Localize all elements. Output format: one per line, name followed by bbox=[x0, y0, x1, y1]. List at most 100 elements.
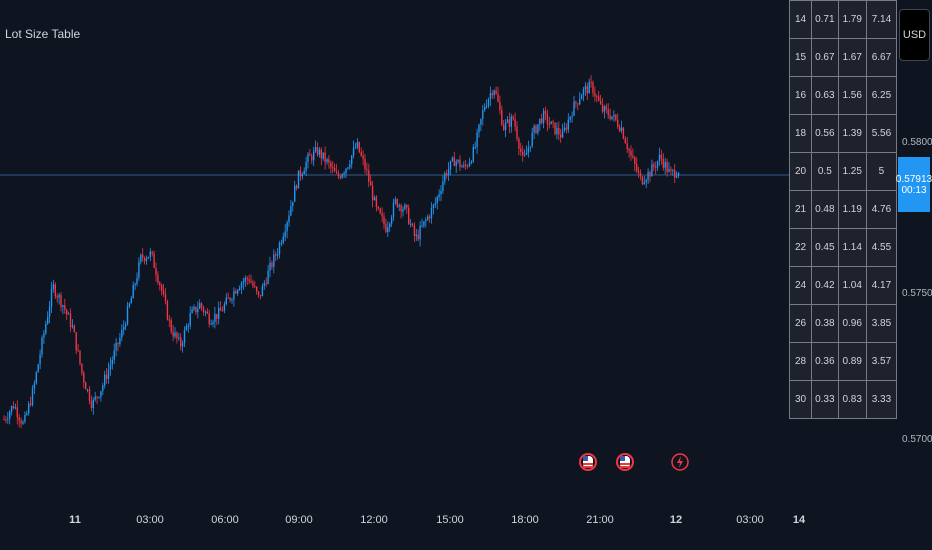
candle-body bbox=[168, 319, 170, 321]
candle-body bbox=[240, 283, 243, 288]
last-price-value: 0.57913 bbox=[895, 173, 932, 185]
candle-body bbox=[630, 150, 632, 156]
candle-body bbox=[655, 166, 657, 168]
candle-body bbox=[373, 197, 376, 201]
candle-body bbox=[155, 267, 157, 276]
candle-body bbox=[636, 164, 638, 171]
time-label: 11 bbox=[69, 514, 81, 526]
candle-body bbox=[375, 197, 378, 207]
candle-body bbox=[273, 254, 275, 267]
lot-table-cell: 0.96 bbox=[837, 304, 867, 343]
candle-body bbox=[544, 110, 547, 114]
lot-table-row: 22 0.45 1.14 4.55 bbox=[788, 228, 898, 267]
candle-body bbox=[617, 119, 619, 127]
candle-body bbox=[37, 364, 39, 373]
candle-body bbox=[83, 372, 85, 383]
candle-body bbox=[275, 254, 277, 256]
candle-body bbox=[297, 170, 300, 189]
candle-body bbox=[554, 122, 556, 135]
candle-body bbox=[491, 93, 493, 96]
candle-body bbox=[143, 257, 146, 261]
candle-body bbox=[541, 118, 543, 123]
lot-table-cell: 1.14 bbox=[837, 228, 867, 267]
event-marker-3[interactable] bbox=[671, 453, 689, 471]
candle-body bbox=[284, 231, 286, 237]
candle-body bbox=[254, 286, 256, 288]
candle-body bbox=[377, 206, 379, 209]
candle-body bbox=[677, 172, 680, 177]
candle-body bbox=[430, 207, 433, 219]
candle-body bbox=[370, 181, 372, 186]
candle-body bbox=[102, 385, 104, 392]
candle-body bbox=[434, 203, 436, 205]
candle-body bbox=[594, 93, 596, 97]
candle-body bbox=[533, 125, 535, 133]
us-flag-icon bbox=[583, 456, 593, 468]
candle-body bbox=[446, 173, 448, 176]
lot-table-cell: 1.19 bbox=[837, 190, 867, 229]
candle-body bbox=[151, 251, 153, 254]
candle-body bbox=[411, 223, 414, 226]
candle-body bbox=[453, 157, 455, 167]
candle-body bbox=[314, 147, 317, 152]
currency-button[interactable]: USD bbox=[899, 9, 930, 61]
candle-body bbox=[417, 234, 419, 240]
candle-body bbox=[313, 151, 315, 161]
candle-body bbox=[90, 401, 93, 409]
lot-table-cell: 0.71 bbox=[811, 0, 839, 39]
lot-table-cell: 14 bbox=[788, 0, 813, 39]
lot-table-row: 15 0.67 1.67 6.67 bbox=[788, 38, 898, 77]
lot-table-cell: 15 bbox=[788, 38, 813, 77]
lot-size-table: 14 0.71 1.79 7.14 15 0.67 1.67 6.67 16 0.63 1.56 6.… bbox=[788, 0, 898, 419]
candle-body bbox=[542, 110, 545, 123]
candle-body bbox=[366, 169, 368, 171]
candle-body bbox=[174, 332, 176, 337]
candle-body bbox=[52, 284, 55, 289]
candle-body bbox=[349, 164, 351, 168]
candle-body bbox=[324, 152, 326, 163]
event-marker-1[interactable] bbox=[579, 453, 597, 471]
candle-body bbox=[358, 142, 360, 153]
candle-body bbox=[626, 143, 628, 150]
candle-body bbox=[588, 81, 590, 94]
candle-body bbox=[347, 167, 349, 169]
candle-body bbox=[596, 96, 598, 98]
candle-body bbox=[658, 154, 661, 162]
candle-body bbox=[575, 101, 577, 104]
candle-body bbox=[214, 313, 216, 322]
candle-body bbox=[75, 332, 77, 351]
candle-body bbox=[603, 106, 606, 112]
candle-body bbox=[320, 149, 322, 159]
candle-body bbox=[516, 126, 518, 139]
event-marker-2[interactable] bbox=[616, 453, 634, 471]
candle-body bbox=[546, 113, 549, 124]
candle-body bbox=[309, 154, 311, 156]
candle-body bbox=[337, 173, 340, 177]
lot-table-cell: 0.5 bbox=[811, 152, 839, 191]
candle-body bbox=[406, 204, 408, 208]
candle-body bbox=[301, 174, 303, 177]
time-label: 09:00 bbox=[285, 514, 313, 526]
candle-body bbox=[580, 95, 583, 100]
lot-table-cell: 3.33 bbox=[865, 380, 898, 419]
candle-body bbox=[474, 146, 476, 148]
candle-body bbox=[66, 309, 68, 315]
lot-table-cell: 26 bbox=[788, 304, 813, 343]
time-label: 03:00 bbox=[736, 514, 764, 526]
candle-body bbox=[653, 164, 655, 167]
candle-body bbox=[126, 306, 129, 325]
time-label: 12 bbox=[669, 514, 683, 526]
candle-body bbox=[645, 180, 647, 183]
candle-body bbox=[607, 109, 609, 116]
candle-body bbox=[639, 172, 642, 177]
candle-body bbox=[402, 209, 404, 212]
candle-body bbox=[381, 213, 383, 217]
candle-body bbox=[307, 154, 309, 162]
time-label: 15:00 bbox=[436, 514, 464, 526]
candle-body bbox=[558, 127, 560, 135]
candle-body bbox=[290, 206, 292, 216]
candle-body bbox=[265, 283, 267, 285]
lot-table-cell: 0.48 bbox=[811, 190, 839, 229]
lot-table-cell: 0.36 bbox=[811, 342, 839, 381]
